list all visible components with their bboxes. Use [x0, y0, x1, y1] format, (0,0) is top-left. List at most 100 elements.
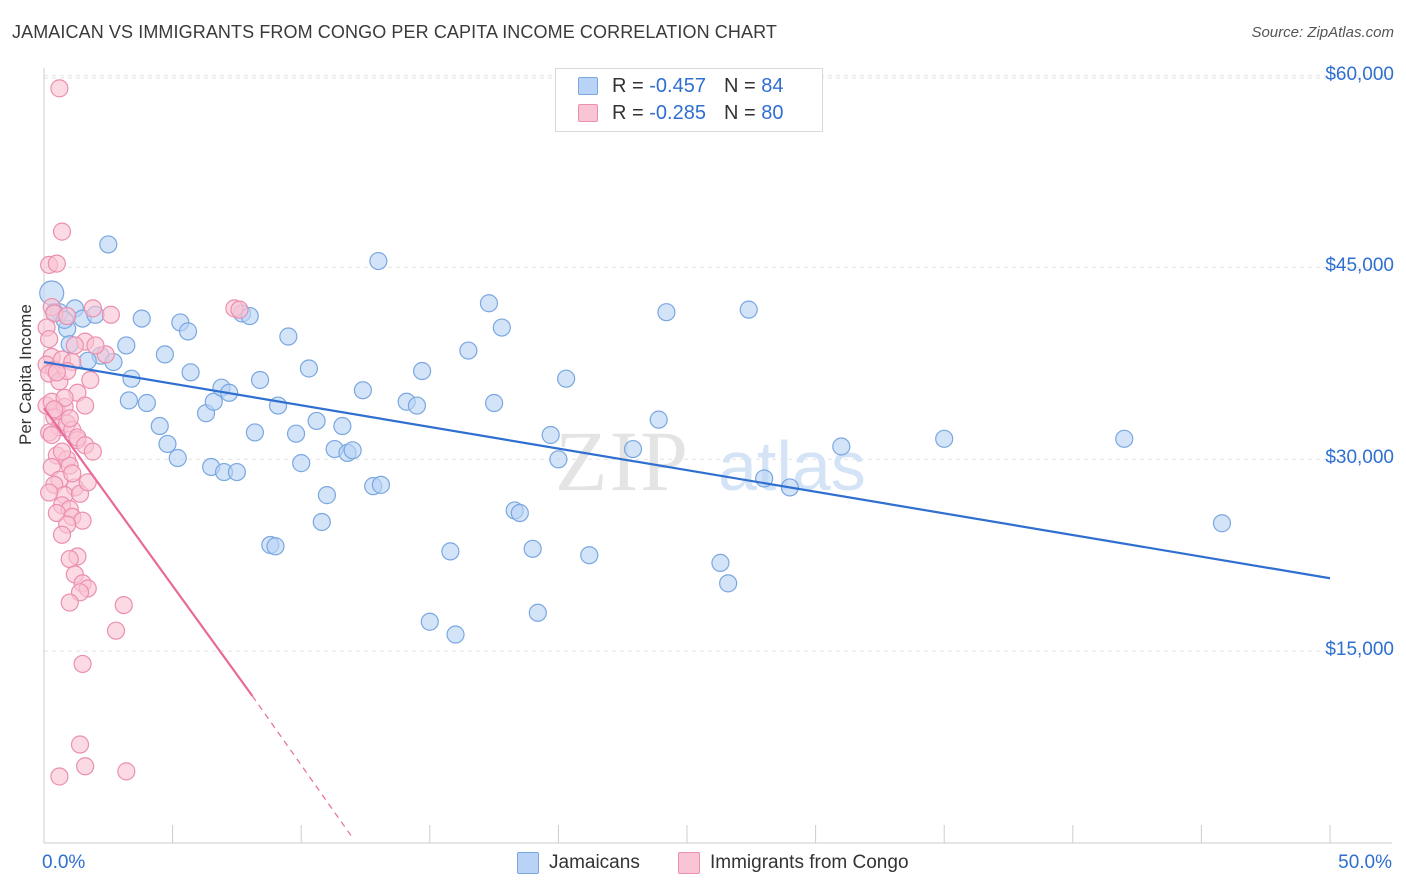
legend-swatch-blue	[578, 77, 598, 95]
jamaicans-point	[245, 423, 265, 442]
jamaicans-point	[132, 309, 151, 328]
congo-point	[50, 767, 69, 786]
jamaicans-point	[580, 546, 599, 565]
jamaicans-point	[158, 434, 177, 454]
jamaicans-point	[250, 370, 270, 390]
congo-point	[40, 483, 59, 502]
congo-point	[47, 363, 66, 382]
congo-point	[230, 300, 249, 319]
congo-point	[106, 621, 126, 640]
congo-point	[78, 473, 97, 492]
x-tick-min: 0.0%	[42, 852, 86, 873]
congo-point	[101, 305, 120, 324]
congo-point	[55, 388, 74, 407]
congo-point	[60, 409, 79, 428]
x-axis	[43, 68, 1392, 844]
congo-point	[40, 329, 59, 349]
bottom-legend-congo: Immigrants from Congo	[678, 852, 909, 874]
jamaicans-point	[178, 322, 198, 341]
congo-point	[114, 595, 133, 615]
jamaicans-point	[168, 448, 187, 468]
jamaicans-point	[492, 318, 511, 337]
jamaicans-point	[441, 542, 460, 561]
jamaicans-point	[832, 437, 851, 456]
legend-r-value: -0.285	[649, 101, 706, 124]
jamaicans-point	[541, 425, 560, 445]
jamaicans-point	[150, 416, 169, 436]
congo-point	[52, 525, 72, 544]
y-tick-label: $45,000	[1325, 255, 1394, 277]
congo-point	[52, 442, 72, 461]
congo-point	[81, 370, 100, 390]
source-label: Source: ZipAtlas.com	[1251, 24, 1394, 41]
jamaicans-point	[333, 416, 352, 436]
bottom-legend-label: Immigrants from Congo	[710, 852, 909, 873]
congo-point	[70, 735, 90, 754]
bottom-legend-jamaicans: Jamaicans	[517, 852, 640, 874]
chart-title: JAMAICAN VS IMMIGRANTS FROM CONGO PER CA…	[12, 22, 777, 42]
jamaicans-point	[459, 341, 478, 360]
jamaicans-point	[343, 441, 362, 460]
legend-n-value: 80	[761, 101, 784, 124]
jamaicans-point	[657, 303, 676, 322]
jamaicans-point	[719, 574, 738, 593]
jamaicans-point	[623, 439, 643, 459]
congo-point	[73, 654, 92, 674]
jamaicans-point	[292, 454, 311, 473]
legend-n-label: N =	[723, 101, 756, 124]
legend-row-jamaicans: R = -0.457 N = 84	[578, 73, 783, 99]
congo-point	[60, 549, 79, 569]
y-tick-label: $15,000	[1325, 639, 1394, 661]
series-jamaicans	[39, 235, 1232, 644]
congo-point	[60, 593, 79, 612]
x-tick-max: 50.0%	[1338, 852, 1392, 873]
congo-point	[83, 442, 102, 461]
watermark: ZIP	[555, 413, 690, 509]
jamaicans-point	[119, 391, 138, 410]
congo-point	[52, 222, 72, 241]
y-tick-label: $30,000	[1325, 447, 1394, 469]
congo-point	[63, 464, 82, 483]
jamaicans-point	[649, 410, 668, 429]
trend-lines	[43, 360, 1331, 839]
y-axis-label: Per Capita Income	[16, 304, 35, 445]
jamaicans-point	[266, 537, 285, 556]
congo-point	[117, 762, 136, 781]
series-congo	[37, 79, 249, 786]
jamaicans-point	[286, 424, 306, 443]
jamaicans-point	[1115, 429, 1134, 448]
congo-point	[58, 306, 77, 326]
legend-r-value: -0.457	[649, 74, 706, 97]
jamaicans-point	[510, 503, 529, 523]
jamaicans-point	[137, 393, 156, 413]
jamaicans-point	[369, 251, 388, 271]
congo-point	[86, 336, 105, 355]
bottom-legend-swatch-blue	[517, 852, 539, 874]
legend-n-label: N =	[723, 74, 756, 97]
congo-trend-line	[43, 407, 254, 697]
legend-n-value: 84	[761, 74, 784, 97]
jamaicans-point	[227, 462, 246, 482]
congo-point	[42, 425, 61, 445]
jamaicans-point	[739, 300, 758, 319]
jamaicans-point	[312, 512, 331, 532]
jamaicans-point	[935, 429, 954, 448]
bottom-legend-swatch-pink	[678, 852, 700, 874]
jamaicans-point	[557, 369, 576, 388]
congo-point	[47, 254, 66, 273]
jamaicans-point	[155, 345, 174, 364]
congo-point	[83, 299, 102, 318]
jamaicans-point	[711, 553, 730, 572]
congo-point	[76, 757, 95, 776]
jamaicans-point	[299, 359, 319, 378]
jamaicans-point	[117, 336, 136, 355]
jamaicans-point	[353, 381, 373, 400]
jamaicans-point	[407, 396, 427, 415]
jamaicans-point	[307, 411, 326, 431]
jamaicans-point	[485, 393, 504, 413]
jamaicans-point	[446, 625, 465, 644]
jamaicans-point	[78, 351, 97, 370]
jamaicans-point	[204, 392, 223, 411]
jamaicans-point	[1212, 514, 1232, 533]
